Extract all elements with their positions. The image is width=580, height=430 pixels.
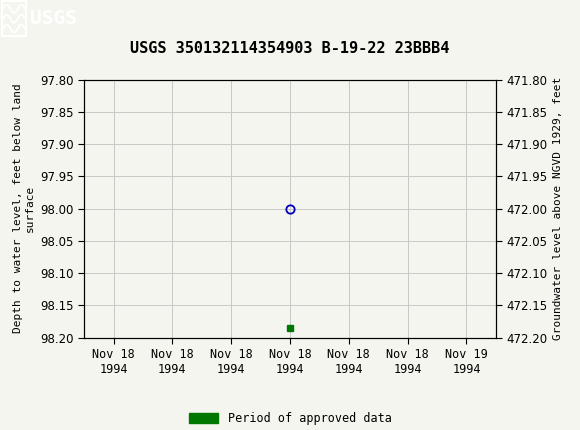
Text: USGS: USGS [30, 9, 77, 28]
Legend: Period of approved data: Period of approved data [184, 407, 396, 430]
Bar [2, 1, 26, 36]
Y-axis label: Depth to water level, feet below land
surface: Depth to water level, feet below land su… [13, 84, 34, 333]
Y-axis label: Groundwater level above NGVD 1929, feet: Groundwater level above NGVD 1929, feet [553, 77, 563, 340]
Text: USGS 350132114354903 B-19-22 23BBB4: USGS 350132114354903 B-19-22 23BBB4 [130, 41, 450, 56]
